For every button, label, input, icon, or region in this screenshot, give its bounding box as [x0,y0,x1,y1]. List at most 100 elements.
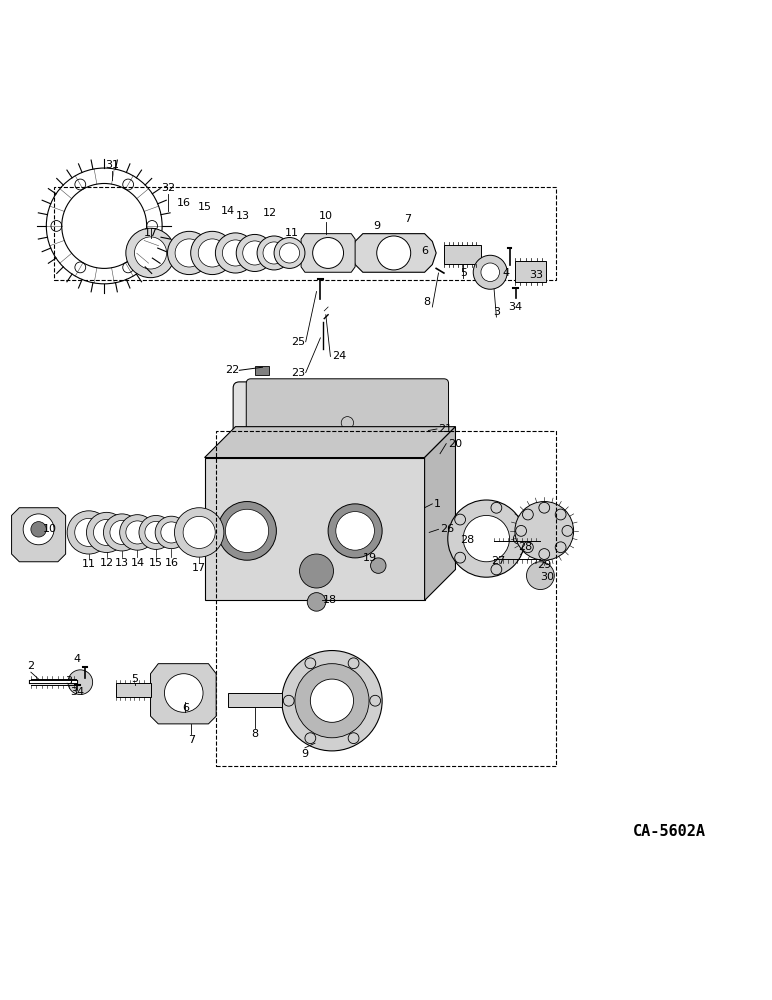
Circle shape [23,514,54,545]
Circle shape [75,518,103,546]
Circle shape [527,562,554,590]
Text: 34: 34 [70,687,84,697]
Text: 4: 4 [503,268,510,278]
Bar [54,187,556,280]
Circle shape [242,241,267,265]
Polygon shape [351,234,436,272]
Polygon shape [425,427,455,600]
Circle shape [448,500,525,577]
Text: 19: 19 [363,553,377,563]
Circle shape [93,519,120,545]
Circle shape [155,516,188,549]
Circle shape [307,593,326,611]
Text: 25: 25 [291,337,305,347]
Text: 3: 3 [65,676,72,686]
Circle shape [126,228,175,278]
Bar [515,261,546,282]
Text: 29: 29 [537,560,551,570]
Circle shape [183,516,215,548]
Text: 10: 10 [42,524,56,534]
Text: 11: 11 [82,559,96,569]
Text: 28: 28 [461,535,475,545]
Text: 17: 17 [144,228,157,238]
Circle shape [174,508,224,557]
Circle shape [126,521,149,544]
Circle shape [215,233,256,273]
Text: 8: 8 [251,729,259,739]
Circle shape [161,522,182,543]
Text: 32: 32 [161,183,175,193]
Text: 33: 33 [529,270,543,280]
Polygon shape [151,664,216,724]
Circle shape [295,664,369,738]
Polygon shape [12,508,66,562]
Text: 3: 3 [493,307,500,317]
Circle shape [191,231,234,275]
Text: 1: 1 [434,499,441,509]
Circle shape [274,238,305,268]
Text: 9: 9 [301,749,309,759]
Circle shape [198,239,226,267]
Text: 16: 16 [164,558,178,568]
Circle shape [300,554,334,588]
Bar [116,683,151,697]
Circle shape [134,237,167,269]
Circle shape [222,240,249,266]
Text: 15: 15 [198,202,212,212]
Text: 14: 14 [130,558,144,568]
FancyBboxPatch shape [246,379,449,456]
Bar [444,245,481,264]
Circle shape [279,243,300,263]
Circle shape [481,263,499,282]
Circle shape [313,238,344,268]
Text: 13: 13 [115,558,129,568]
Polygon shape [205,427,455,458]
Text: 6: 6 [181,703,189,713]
Circle shape [31,522,46,537]
Text: 21: 21 [438,424,452,434]
Text: 17: 17 [192,563,206,573]
Text: 26: 26 [440,524,454,534]
Text: 2: 2 [27,661,35,671]
Circle shape [164,674,203,712]
Text: 28: 28 [518,542,532,552]
Text: 15: 15 [149,558,163,568]
Circle shape [145,521,167,543]
Text: 24: 24 [332,351,346,361]
Circle shape [236,234,273,271]
Circle shape [225,509,269,552]
Circle shape [68,670,93,695]
Text: 31: 31 [105,160,119,170]
Text: 14: 14 [221,206,235,216]
Circle shape [473,255,507,289]
Text: 12: 12 [100,558,113,568]
Text: 8: 8 [423,297,431,307]
Text: CA-5602A: CA-5602A [633,824,706,839]
Text: 20: 20 [448,439,462,449]
Circle shape [463,515,510,562]
Circle shape [86,512,127,552]
Circle shape [139,515,173,549]
Text: 9: 9 [373,221,381,231]
Circle shape [218,502,276,560]
Circle shape [67,511,110,554]
Text: 4: 4 [74,654,81,664]
Bar [255,366,269,375]
Circle shape [282,651,382,751]
Text: 12: 12 [263,208,277,218]
Circle shape [515,502,574,560]
Circle shape [377,236,411,270]
Circle shape [263,242,285,264]
Text: 5: 5 [459,268,467,278]
Text: 23: 23 [291,368,305,378]
Text: 27: 27 [491,556,505,566]
Polygon shape [205,458,425,600]
Circle shape [110,520,134,544]
Polygon shape [228,693,282,707]
Circle shape [120,515,155,550]
Circle shape [168,231,211,275]
Circle shape [257,236,291,270]
Text: 10: 10 [319,211,333,221]
Text: 16: 16 [177,198,191,208]
Circle shape [103,514,141,551]
